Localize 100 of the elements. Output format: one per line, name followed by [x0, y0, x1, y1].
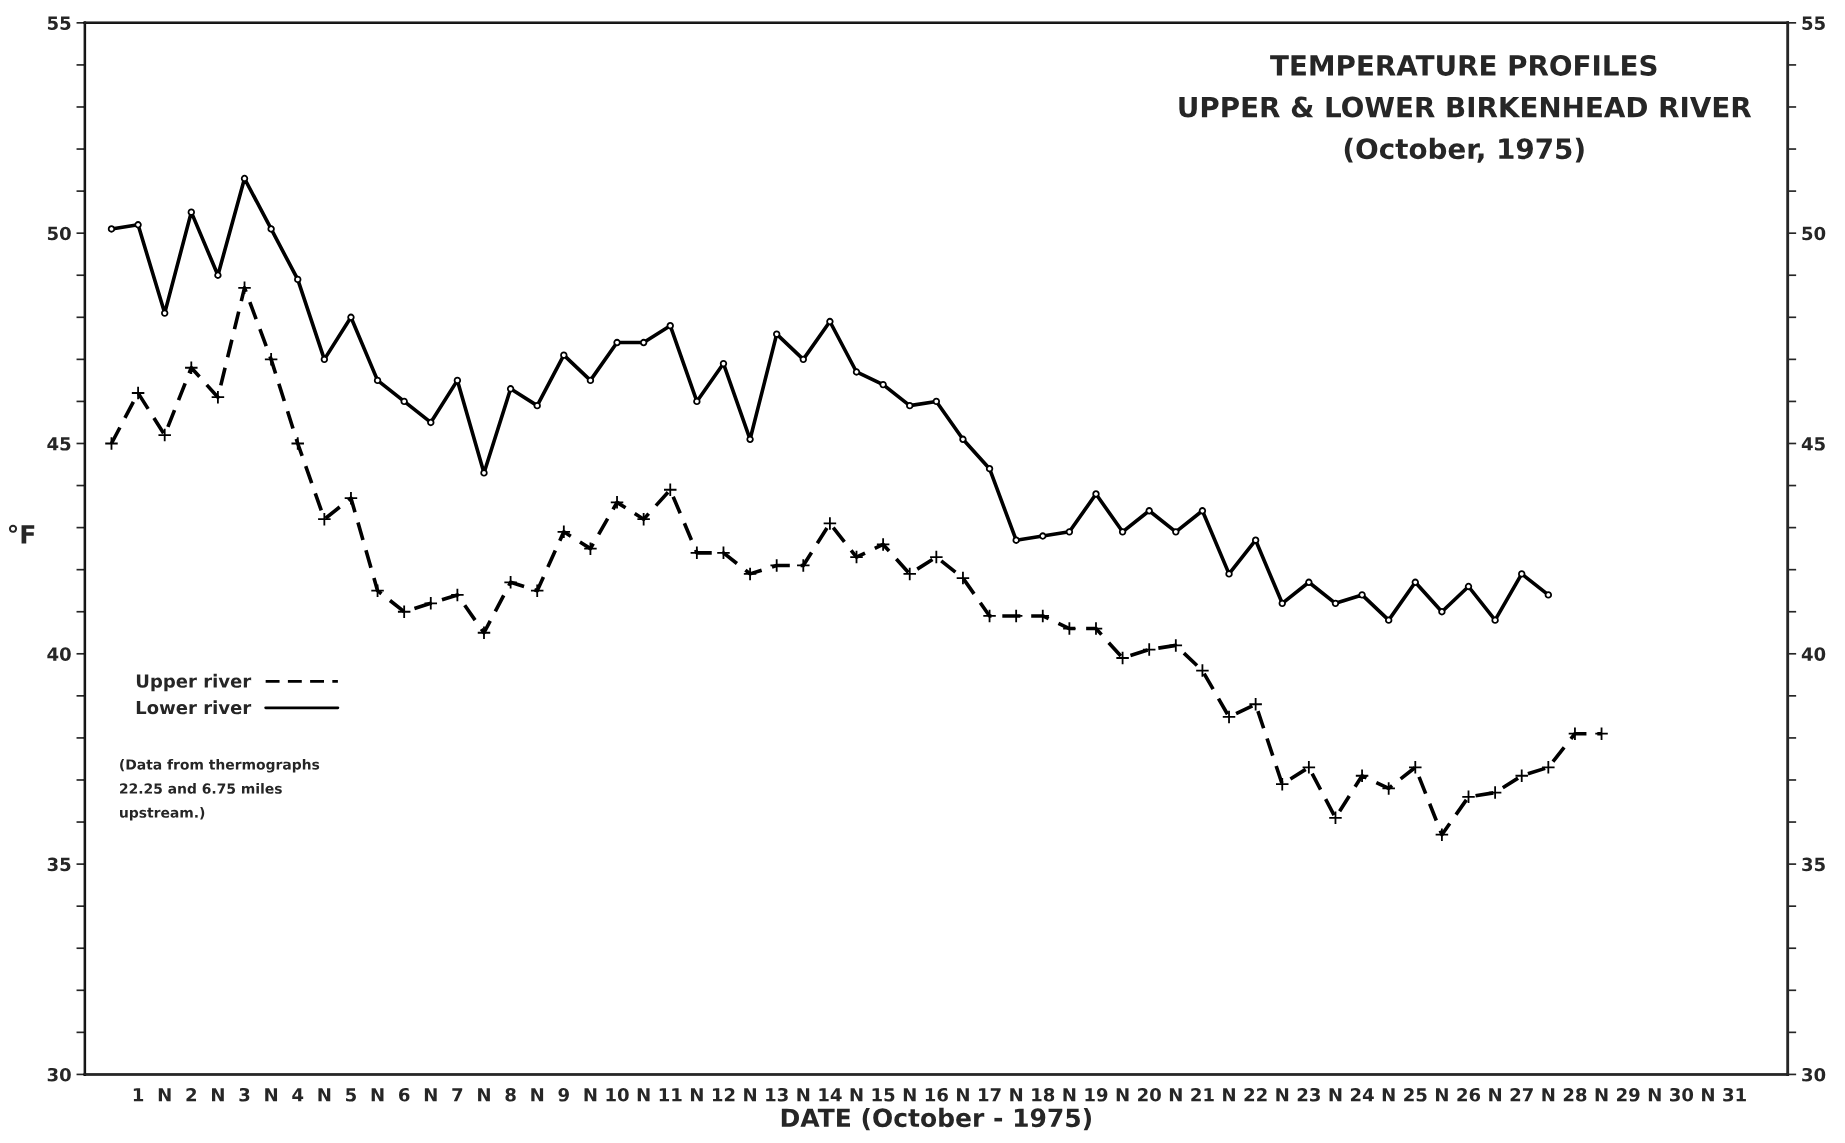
point [104, 436, 119, 451]
point [506, 385, 515, 393]
x-tick-label: 19 [1085, 1087, 1108, 1102]
x-tick-label: N [1702, 1088, 1714, 1102]
x-tick-label: 20 [1138, 1087, 1161, 1102]
y2-tick-label: 40 [1801, 647, 1826, 661]
point [157, 427, 172, 443]
point [1328, 810, 1343, 825]
x-tick-label: N [318, 1088, 331, 1102]
point [533, 401, 541, 410]
point [294, 275, 302, 284]
point [370, 583, 385, 598]
point [1331, 599, 1340, 608]
x-tick-label: N [903, 1088, 916, 1102]
point [1594, 726, 1609, 741]
point [1039, 532, 1047, 540]
x-tick-label: N [265, 1088, 278, 1102]
y-axis-title: °F [8, 524, 35, 544]
point [237, 280, 252, 296]
point [1012, 536, 1020, 544]
x-tick-label: N [957, 1088, 969, 1102]
x-tick-label: N [478, 1088, 490, 1102]
x-tick-label: 1 [133, 1088, 144, 1102]
point [1168, 638, 1183, 653]
x-tick-label: 30 [1670, 1087, 1694, 1102]
point [373, 376, 382, 385]
y-tick-label: 40 [47, 647, 71, 661]
point [290, 436, 305, 451]
x-tick-label: N [371, 1088, 384, 1102]
point [1275, 777, 1290, 792]
x-tick-label: N [797, 1088, 810, 1102]
point [1438, 608, 1446, 616]
point [799, 355, 807, 364]
point [1408, 760, 1423, 775]
x-tick-label: N [1436, 1088, 1448, 1102]
x-axis-title: DATE (October - 1975) [781, 1107, 1091, 1131]
x-tick-label: 23 [1297, 1087, 1320, 1102]
point [320, 355, 329, 364]
point [719, 359, 728, 368]
point [1278, 599, 1286, 608]
x-tick-label: 28 [1563, 1087, 1587, 1102]
point [1358, 591, 1366, 599]
x-tick-label: 27 [1510, 1087, 1533, 1102]
y2-tick-label: 55 [1802, 16, 1825, 30]
point [1172, 528, 1180, 536]
x-tick-label: 7 [452, 1088, 463, 1102]
y-tick-label: 50 [47, 226, 71, 241]
x-tick-label: 8 [505, 1087, 516, 1102]
x-tick-label: 14 [819, 1088, 842, 1102]
point [1544, 591, 1553, 599]
point [583, 541, 598, 556]
point [906, 401, 914, 410]
x-tick-label: 13 [766, 1087, 788, 1102]
x-tick-label: 2 [186, 1087, 197, 1102]
x-tick-label: 18 [1032, 1087, 1055, 1102]
point [693, 397, 701, 406]
point [1491, 616, 1499, 624]
point [663, 482, 678, 497]
text: TEMPERATURE PROFILES UPPER & LOWER BIRKENHEAD RIVER (October, 1975) [1179, 54, 1752, 163]
point [879, 380, 887, 389]
point [716, 545, 731, 561]
point [1381, 781, 1396, 796]
x-tick-label: N [212, 1088, 224, 1102]
x-tick-label: 15 [872, 1088, 895, 1102]
y-tick-label: 45 [47, 437, 71, 451]
x-tick-label: 4 [292, 1088, 304, 1102]
y-tick-label: 35 [47, 857, 71, 872]
point [134, 221, 142, 229]
point [263, 352, 279, 367]
point [1198, 507, 1207, 515]
point [1518, 570, 1526, 578]
point [1221, 709, 1237, 725]
point [639, 338, 648, 347]
point [875, 537, 891, 552]
point [317, 512, 332, 527]
x-tick-label: 5 [346, 1088, 356, 1102]
point [1411, 578, 1419, 586]
point [423, 596, 438, 611]
x-tick-label: 12 [712, 1087, 735, 1102]
x-tick-label: 29 [1617, 1087, 1640, 1102]
point [397, 604, 412, 619]
x-tick-label: N [1595, 1088, 1608, 1102]
x-tick-label: N [1169, 1088, 1182, 1102]
y2-tick-label: 30 [1802, 1067, 1826, 1082]
point [849, 549, 864, 565]
point [666, 322, 674, 330]
x-tick-label: N [1010, 1088, 1023, 1102]
y2-tick-label: 50 [1802, 226, 1826, 241]
x-tick-label: N [1489, 1088, 1502, 1102]
x-tick-label: 16 [925, 1087, 948, 1102]
point [636, 512, 651, 527]
point [929, 549, 944, 565]
y-tick-label: 30 [47, 1067, 71, 1082]
y-tick-label: 55 [47, 16, 71, 30]
point [530, 583, 545, 598]
x-tick-label: N [584, 1088, 597, 1102]
x-tick-label: 11 [659, 1088, 682, 1102]
x-tick-label: N [531, 1088, 544, 1102]
point [586, 376, 595, 385]
legend-label: Lower river [136, 700, 252, 715]
